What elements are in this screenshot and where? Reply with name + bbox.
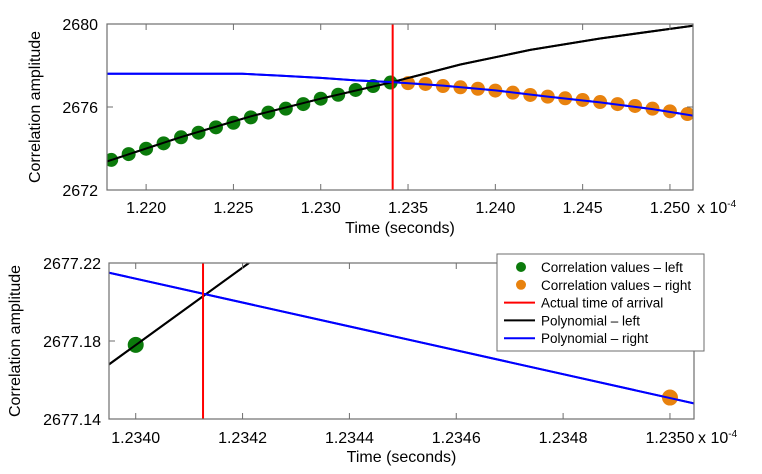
axes-box xyxy=(106,23,694,191)
legend-label: Polynomial – left xyxy=(541,313,640,328)
chart-panel-zoomed: 1.2340 1.2342 1.2344 1.2346 1.2348 1.2350 2677… xyxy=(7,253,738,466)
y-tick-label: 2680 xyxy=(62,17,98,34)
data-point-left xyxy=(278,101,293,116)
x-tick-label: 1.2348 xyxy=(539,430,588,447)
x-tick-label: 1.220 xyxy=(126,200,166,217)
x-exponent-power: -4 xyxy=(727,199,736,210)
x-exponent-label: x 10-4 xyxy=(698,429,738,447)
chart-panel-overview: 1.220 1.225 1.230 1.235 1.240 1.245 1.250 2672 2… xyxy=(27,17,737,237)
x-axis-label: Time (seconds) xyxy=(345,220,455,237)
data-point-left xyxy=(226,115,241,130)
x-tick-label: 1.2340 xyxy=(111,430,160,447)
legend-marker-dot xyxy=(516,279,526,290)
legend-label: Correlation values – right xyxy=(541,278,691,293)
x-tick-label: 1.230 xyxy=(301,200,341,217)
series-line-overlay xyxy=(107,24,693,163)
x-tick-label: 1.2346 xyxy=(432,430,481,447)
legend: Correlation values – left Correlation val… xyxy=(496,253,705,352)
data-point-left xyxy=(243,110,258,125)
plot-area xyxy=(107,24,693,190)
y-tick-label: 2677.14 xyxy=(43,412,101,429)
x-tick-label: 1.2344 xyxy=(325,430,374,447)
y-tick-label: 2676 xyxy=(62,100,98,117)
plot-area xyxy=(109,263,694,419)
x-tick-label: 1.235 xyxy=(388,200,428,217)
series-line-overlay xyxy=(109,271,694,405)
legend-label: Correlation values – left xyxy=(541,260,683,275)
x-tick-label: 1.250 xyxy=(650,200,690,217)
x-tick-label: 1.240 xyxy=(475,200,515,217)
series-line-polynomial-left xyxy=(107,24,693,163)
x-tick-label: 1.245 xyxy=(563,200,603,217)
x-tick-label: 1.225 xyxy=(213,200,253,217)
x-exponent-power: -4 xyxy=(728,429,737,440)
y-tick-label: 2677.18 xyxy=(43,334,101,351)
y-axis-label: Correlation amplitude xyxy=(27,31,44,183)
y-tick-label: 2677.22 xyxy=(43,256,101,273)
x-exponent-base: x 10 xyxy=(697,200,727,217)
series-line-overlay xyxy=(109,263,250,366)
legend-marker-dot xyxy=(516,262,526,272)
legend-label: Actual time of arrival xyxy=(541,296,663,311)
x-tick-label: 1.2342 xyxy=(218,430,267,447)
y-axis-label: Correlation amplitude xyxy=(7,265,24,417)
x-axis-label: Time (seconds) xyxy=(347,449,457,466)
series-line-overlay xyxy=(107,72,693,117)
x-exponent-base: x 10 xyxy=(698,430,728,447)
legend-label: Polynomial – right xyxy=(541,331,649,346)
x-exponent-label: x 10-4 xyxy=(697,199,737,217)
x-tick-label: 1.2350 xyxy=(645,430,694,447)
y-tick-label: 2672 xyxy=(62,183,98,200)
